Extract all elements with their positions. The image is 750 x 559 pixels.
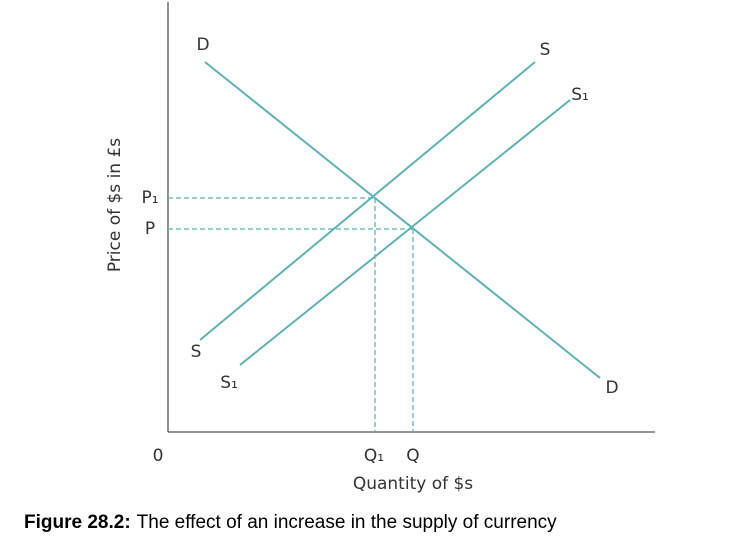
y-axis-label: Price of $s in £s bbox=[105, 138, 125, 272]
curve-label: S₁ bbox=[220, 373, 238, 393]
x-axis-label: Quantity of $s bbox=[353, 474, 473, 494]
caption: Figure 28.2: The effect of an increase in… bbox=[24, 512, 557, 533]
caption-text: The effect of an increase in the supply … bbox=[137, 512, 557, 533]
supply-curve bbox=[199, 61, 536, 341]
caption-number: Figure 28.2: bbox=[24, 512, 131, 533]
curve-label: D bbox=[605, 378, 618, 398]
new-supply-curve bbox=[239, 99, 571, 366]
price-label: P₁ bbox=[141, 188, 158, 208]
demand-curve bbox=[204, 61, 601, 379]
quantity-label: Q₁ bbox=[364, 446, 384, 466]
curve-label: S bbox=[540, 40, 551, 60]
curve-label: S bbox=[191, 342, 202, 362]
curve-label: S₁ bbox=[571, 85, 589, 105]
quantity-label: Q bbox=[406, 446, 419, 466]
origin-label: 0 bbox=[153, 446, 164, 466]
price-label: P bbox=[145, 219, 155, 239]
curve-label: D bbox=[196, 35, 209, 55]
